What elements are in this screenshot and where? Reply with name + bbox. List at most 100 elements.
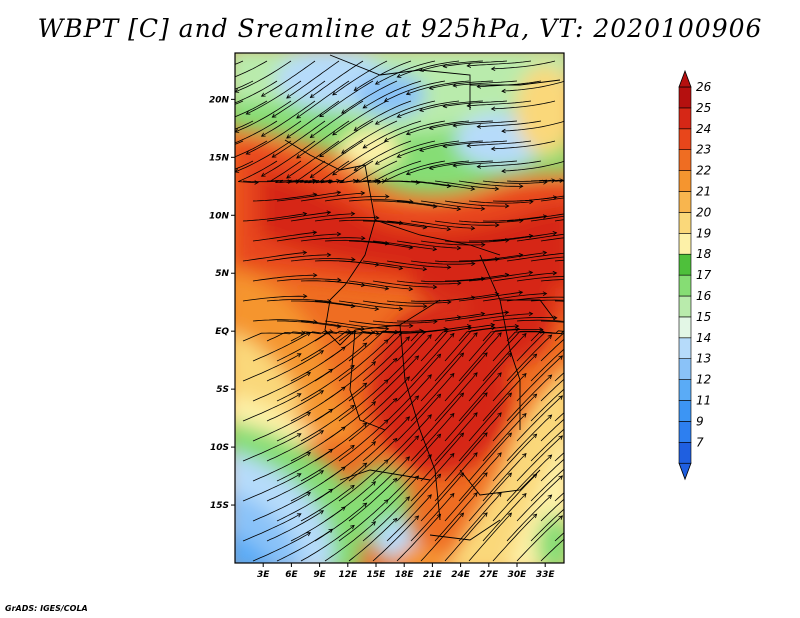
streamline	[300, 320, 365, 330]
streamline-arrow	[350, 524, 355, 530]
streamline-arrow	[350, 444, 355, 450]
streamline	[482, 252, 547, 262]
streamline-arrow	[350, 211, 356, 217]
streamline-arrow	[447, 299, 452, 305]
streamline	[242, 252, 307, 262]
streamline-arrow	[601, 279, 605, 283]
streamline	[266, 510, 324, 542]
streamline	[252, 193, 317, 202]
streamline	[242, 179, 300, 184]
streamline-arrow	[405, 336, 410, 341]
streamline	[261, 140, 316, 177]
lat-tick-label: 5N	[215, 269, 229, 279]
streamline	[444, 512, 488, 562]
streamline	[261, 100, 316, 137]
colorbar-extend-low	[678, 462, 692, 481]
streamline-arrow	[193, 98, 197, 102]
streamline	[396, 353, 441, 402]
streamline-arrow	[563, 332, 564, 333]
lat-tick-label: 10S	[210, 443, 229, 453]
streamline-arrow	[405, 130, 411, 136]
streamline	[319, 160, 350, 183]
streamline-arrow	[483, 472, 488, 477]
streamline	[386, 414, 432, 462]
streamline	[324, 239, 389, 245]
streamline-arrow	[495, 222, 500, 228]
streamline	[372, 280, 437, 288]
streamline	[246, 80, 302, 115]
streamline-arrow	[427, 334, 432, 339]
streamline	[300, 192, 365, 202]
streamline	[362, 120, 422, 149]
streamline-arrow	[483, 432, 488, 437]
streamline	[324, 196, 389, 202]
lon-tick-label: 30E	[508, 570, 528, 580]
streamline	[420, 352, 464, 402]
streamline-arrow	[219, 146, 223, 150]
streamline	[410, 453, 455, 502]
lon-tick-label: 6E	[285, 570, 298, 580]
streamline	[238, 160, 278, 183]
streamline-arrow	[396, 153, 402, 158]
streamline-arrow	[351, 257, 356, 262]
streamline-arrow	[405, 496, 410, 501]
streamline-arrow	[574, 497, 578, 501]
streamline-arrow	[419, 67, 424, 72]
streamline	[516, 435, 563, 482]
streamline-arrow	[296, 353, 302, 358]
streamline	[443, 60, 508, 67]
streamline-arrow	[332, 91, 337, 96]
streamlines-layer	[182, 60, 619, 562]
streamline-arrow	[392, 477, 398, 483]
streamline	[410, 333, 455, 382]
streamline-arrow	[362, 382, 368, 388]
streamline	[300, 485, 355, 522]
streamline	[290, 330, 351, 342]
streamline	[242, 393, 302, 422]
streamline	[492, 232, 557, 242]
streamline-arrow	[432, 246, 438, 252]
streamline	[242, 353, 302, 382]
streamline-arrow	[245, 110, 251, 115]
streamline	[242, 513, 302, 542]
streamline-arrow	[459, 352, 465, 358]
streamline	[434, 372, 478, 422]
streamline	[252, 452, 311, 482]
streamline	[324, 521, 376, 562]
streamline-arrow	[182, 155, 186, 159]
streamline-arrow	[271, 113, 277, 118]
plot-frame	[234, 52, 565, 564]
streamline	[506, 374, 552, 422]
colorbar-box	[678, 316, 692, 339]
streamline-arrow	[491, 325, 496, 331]
streamline	[277, 320, 341, 328]
streamline-arrow	[419, 107, 424, 112]
streamline	[235, 60, 268, 78]
streamline	[276, 278, 341, 282]
streamline	[458, 291, 523, 302]
streamline	[266, 390, 324, 422]
streamline-arrow	[611, 361, 615, 365]
streamline-arrow	[457, 281, 462, 286]
streamline-arrow	[362, 342, 368, 348]
streamline	[276, 191, 341, 202]
streamline-arrow	[615, 259, 619, 263]
streamline-arrow	[480, 276, 486, 282]
streamline	[554, 492, 564, 502]
streamline-arrow	[428, 165, 434, 171]
streamline	[410, 325, 471, 342]
streamline	[444, 352, 488, 402]
streamline	[396, 200, 461, 210]
streamline	[386, 454, 432, 502]
streamline	[338, 300, 403, 310]
streamline	[386, 494, 432, 542]
lon-tick-label: 3E	[257, 570, 270, 580]
streamline-arrow	[494, 257, 500, 262]
streamline	[354, 60, 412, 91]
streamline	[506, 494, 552, 542]
streamline-arrow	[542, 250, 548, 256]
streamline	[458, 254, 523, 262]
streamline-arrow	[436, 473, 442, 479]
streamline	[530, 428, 564, 462]
streamline	[338, 379, 389, 422]
